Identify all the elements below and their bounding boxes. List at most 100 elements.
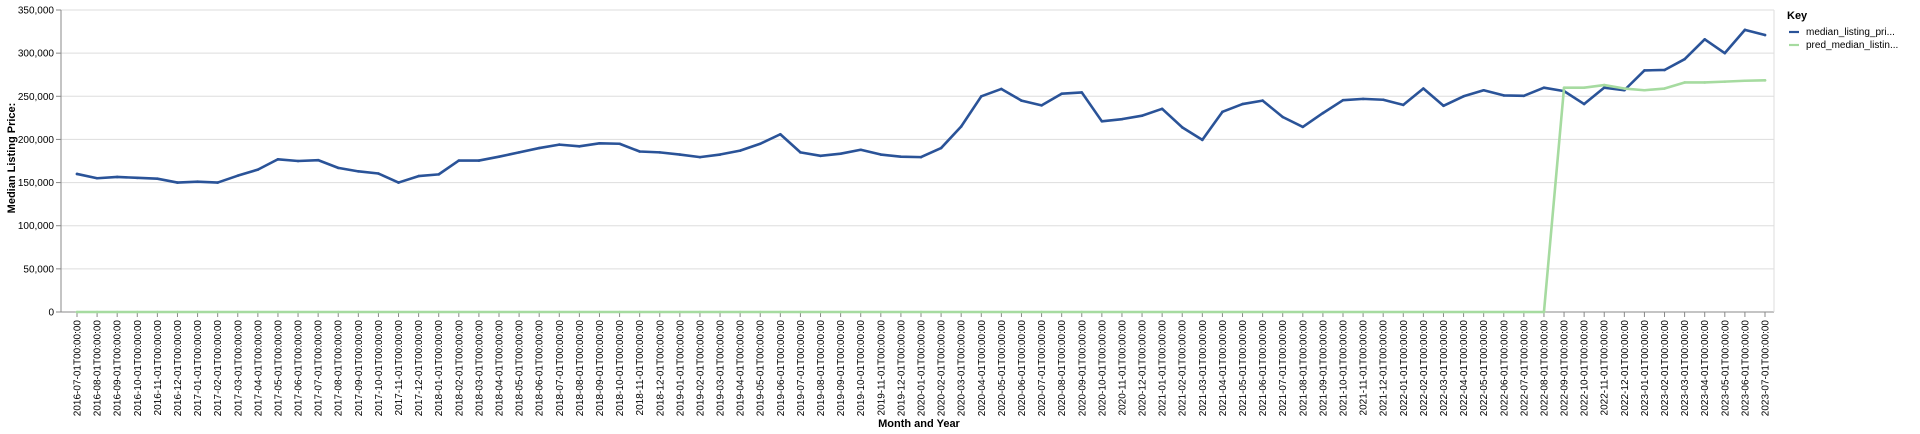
x-tick-label: 2017-07-01T00:00:00 bbox=[314, 320, 325, 417]
x-tick-label: 2016-10-01T00:00:00 bbox=[133, 320, 144, 417]
x-axis-title: Month and Year bbox=[878, 418, 960, 430]
x-tick-label: 2018-01-01T00:00:00 bbox=[434, 320, 445, 417]
x-tick-label: 2020-10-01T00:00:00 bbox=[1097, 320, 1108, 417]
data-point bbox=[216, 181, 219, 184]
x-tick-label: 2021-05-01T00:00:00 bbox=[1238, 320, 1249, 417]
x-tick-label: 2021-03-01T00:00:00 bbox=[1198, 320, 1209, 417]
series-1 bbox=[75, 79, 1767, 314]
data-point bbox=[1180, 310, 1184, 314]
x-tick-label: 2022-02-01T00:00:00 bbox=[1419, 320, 1430, 417]
x-tick-label: 2020-12-01T00:00:00 bbox=[1138, 320, 1149, 417]
data-point bbox=[437, 310, 441, 314]
x-tick-label: 2019-07-01T00:00:00 bbox=[796, 320, 807, 417]
x-tick-label: 2021-01-01T00:00:00 bbox=[1158, 320, 1169, 417]
x-tick-label: 2021-08-01T00:00:00 bbox=[1298, 320, 1309, 417]
data-point bbox=[236, 174, 240, 177]
data-point bbox=[457, 310, 461, 314]
data-point bbox=[1743, 28, 1747, 32]
data-point bbox=[1422, 310, 1425, 314]
data-point bbox=[859, 148, 863, 152]
data-point bbox=[979, 94, 983, 98]
data-point bbox=[1201, 138, 1204, 142]
data-point bbox=[1020, 310, 1023, 314]
x-tick-label: 2020-03-01T00:00:00 bbox=[957, 320, 968, 417]
data-point bbox=[1140, 310, 1144, 314]
x-tick-label: 2023-01-01T00:00:00 bbox=[1640, 320, 1651, 417]
x-tick-label: 2023-04-01T00:00:00 bbox=[1700, 320, 1711, 417]
data-point bbox=[1562, 86, 1566, 89]
y-tick-label: 350,000 bbox=[18, 6, 55, 17]
data-point bbox=[1060, 92, 1063, 95]
x-tick-label: 2019-09-01T00:00:00 bbox=[836, 320, 847, 417]
data-point bbox=[799, 310, 802, 314]
x-tick-label: 2018-08-01T00:00:00 bbox=[575, 320, 586, 417]
x-tick-label: 2020-09-01T00:00:00 bbox=[1077, 320, 1088, 417]
x-tick-label: 2022-06-01T00:00:00 bbox=[1499, 320, 1510, 417]
data-point bbox=[497, 310, 501, 314]
y-tick-label: 100,000 bbox=[18, 221, 55, 232]
y-tick-label: 250,000 bbox=[18, 92, 55, 103]
x-tick-label: 2018-11-01T00:00:00 bbox=[635, 320, 646, 416]
data-point bbox=[839, 152, 842, 155]
data-point bbox=[156, 177, 159, 180]
data-point bbox=[1241, 310, 1244, 314]
data-point bbox=[598, 310, 601, 314]
data-point bbox=[738, 149, 742, 152]
data-point bbox=[799, 151, 802, 154]
data-point bbox=[357, 310, 360, 314]
legend-label-median-listing-price: median_listing_pri... bbox=[1806, 27, 1895, 38]
x-tick-label: 2018-05-01T00:00:00 bbox=[515, 320, 526, 417]
data-point bbox=[1060, 310, 1063, 314]
data-point bbox=[698, 310, 702, 314]
x-tick-label: 2023-02-01T00:00:00 bbox=[1660, 320, 1671, 417]
data-point bbox=[397, 181, 400, 184]
y-tick-label: 200,000 bbox=[18, 135, 55, 146]
legend-label-pred-median-listing-price: pred_median_listin... bbox=[1806, 40, 1898, 51]
data-point bbox=[1341, 310, 1345, 314]
x-tick-label: 2017-03-01T00:00:00 bbox=[233, 320, 244, 417]
data-point bbox=[316, 158, 320, 162]
data-point bbox=[678, 153, 682, 156]
data-point bbox=[1100, 120, 1104, 123]
data-point bbox=[1643, 88, 1646, 92]
data-point bbox=[618, 142, 621, 146]
data-point bbox=[779, 132, 782, 136]
data-point bbox=[1281, 115, 1285, 119]
data-point bbox=[1542, 310, 1546, 314]
data-point bbox=[959, 125, 963, 128]
data-point bbox=[1602, 86, 1606, 89]
x-tick-label: 2018-10-01T00:00:00 bbox=[615, 320, 626, 417]
data-point bbox=[1160, 310, 1164, 314]
data-point bbox=[919, 155, 923, 159]
data-point bbox=[1381, 310, 1385, 314]
x-tick-label: 2017-02-01T00:00:00 bbox=[213, 320, 224, 417]
data-point bbox=[216, 310, 219, 314]
x-tick-label: 2020-04-01T00:00:00 bbox=[977, 320, 988, 417]
x-tick-label: 2016-09-01T00:00:00 bbox=[113, 320, 124, 417]
data-point bbox=[1321, 310, 1325, 314]
x-tick-label: 2023-06-01T00:00:00 bbox=[1740, 320, 1751, 417]
data-point bbox=[1221, 310, 1224, 314]
data-point bbox=[1241, 102, 1244, 106]
data-point bbox=[557, 143, 561, 146]
x-tick-label: 2018-03-01T00:00:00 bbox=[474, 320, 485, 417]
data-point bbox=[156, 310, 159, 314]
x-tick-label: 2017-10-01T00:00:00 bbox=[374, 320, 385, 417]
data-point bbox=[1080, 310, 1084, 314]
data-point bbox=[1221, 110, 1224, 114]
x-tick-label: 2017-09-01T00:00:00 bbox=[354, 320, 365, 417]
data-point bbox=[1482, 88, 1485, 92]
x-tick-label: 2017-01-01T00:00:00 bbox=[193, 320, 204, 417]
data-point bbox=[296, 159, 300, 163]
data-point bbox=[1663, 87, 1666, 90]
x-tick-label: 2018-06-01T00:00:00 bbox=[535, 320, 546, 417]
data-point bbox=[1381, 98, 1385, 102]
series-0 bbox=[75, 28, 1767, 184]
x-tick-label: 2022-03-01T00:00:00 bbox=[1439, 320, 1450, 417]
data-point bbox=[618, 310, 621, 314]
data-point bbox=[377, 310, 380, 314]
data-point bbox=[95, 310, 99, 314]
y-axis-ticks: 0 50,000 100,000 150,000 200,000 250,000 300,0… bbox=[18, 6, 61, 319]
data-point bbox=[75, 172, 79, 176]
